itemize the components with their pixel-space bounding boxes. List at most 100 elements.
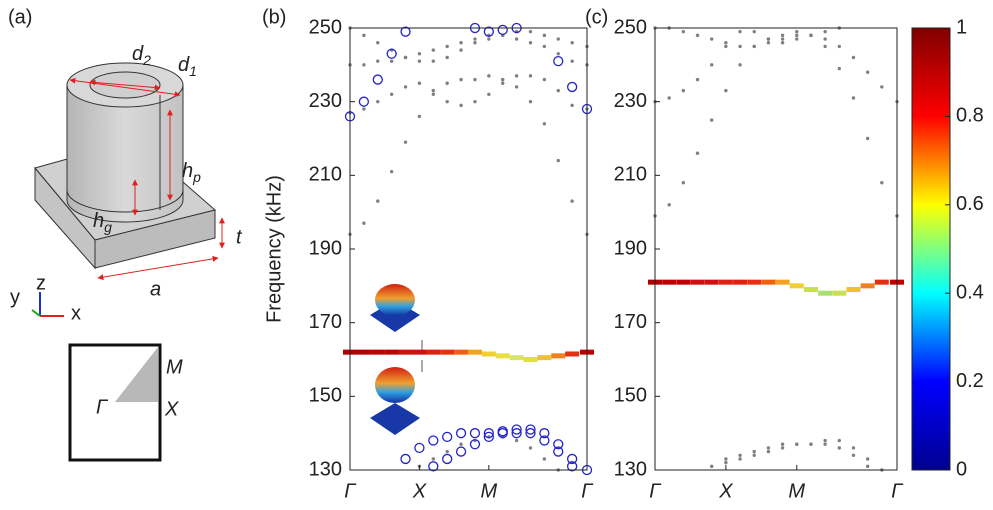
y-tick-label: 170 — [309, 311, 342, 333]
point — [866, 465, 869, 468]
point — [473, 41, 476, 44]
point — [823, 37, 826, 40]
point — [470, 429, 479, 438]
dim-base: h — [93, 210, 104, 232]
point — [510, 355, 524, 360]
point — [443, 454, 452, 463]
point — [852, 454, 855, 457]
panel-label: (a) — [8, 6, 32, 28]
colorbar-tick-label: 0.8 — [956, 105, 984, 127]
panel-label: (c) — [585, 6, 608, 28]
point — [761, 280, 775, 285]
point — [570, 59, 573, 62]
x-tick-label: M — [481, 480, 498, 502]
point — [809, 34, 812, 37]
y-tick-label: 150 — [309, 385, 342, 407]
y-tick-label: 130 — [614, 458, 647, 480]
axis-label: x — [71, 302, 81, 324]
point — [795, 30, 798, 33]
point — [432, 48, 435, 51]
x-tick-label: X — [412, 480, 427, 502]
point — [568, 82, 577, 91]
point — [781, 34, 784, 37]
point — [376, 100, 379, 103]
axis-label: y — [10, 286, 20, 308]
point — [515, 439, 518, 442]
dim-sub: 2 — [142, 52, 151, 68]
point — [838, 67, 841, 70]
point — [753, 450, 756, 453]
point — [515, 37, 518, 40]
panel-label: (b) — [262, 6, 286, 28]
point — [440, 350, 454, 355]
point — [459, 78, 462, 81]
colorbar-tick-label: 0.6 — [956, 193, 984, 215]
point — [426, 350, 440, 355]
point — [753, 454, 756, 457]
point — [875, 280, 889, 285]
point — [838, 439, 841, 442]
point — [357, 350, 371, 355]
plot-frame — [655, 28, 897, 470]
point — [501, 82, 504, 85]
point — [459, 48, 462, 51]
point — [404, 140, 407, 143]
point — [454, 350, 468, 355]
point — [738, 457, 741, 460]
point — [399, 350, 413, 355]
point — [487, 37, 490, 40]
inset-base — [370, 403, 420, 435]
point — [747, 280, 761, 285]
point — [823, 439, 826, 442]
point — [880, 85, 883, 88]
point — [459, 104, 462, 107]
figure: (a) d2 d1 hp hg t a x y z M X Γ — [0, 0, 993, 510]
point — [390, 170, 393, 173]
point — [861, 283, 875, 288]
x-tick-label: Γ — [649, 480, 662, 502]
point — [445, 82, 448, 85]
point — [412, 350, 426, 355]
point — [445, 450, 448, 453]
point — [515, 74, 518, 77]
point — [362, 34, 365, 37]
point — [468, 350, 482, 355]
point — [376, 41, 379, 44]
point — [359, 97, 368, 106]
dim-sub: 1 — [189, 63, 197, 79]
y-tick-label: 170 — [614, 311, 647, 333]
point — [429, 436, 438, 445]
point — [501, 78, 504, 81]
point — [418, 115, 421, 118]
y-tick-label: 250 — [614, 16, 647, 38]
point — [866, 457, 869, 460]
x-tick-label: Γ — [344, 480, 357, 502]
point — [404, 56, 407, 59]
point — [432, 93, 435, 96]
point — [823, 45, 826, 48]
point — [691, 280, 705, 285]
point — [667, 203, 670, 206]
point — [557, 37, 560, 40]
point — [804, 287, 818, 292]
point — [724, 41, 727, 44]
point — [710, 37, 713, 40]
point — [473, 37, 476, 40]
dim-sub: g — [104, 219, 112, 235]
point — [529, 100, 532, 103]
y-tick-label: 130 — [309, 458, 342, 480]
point — [710, 118, 713, 121]
point — [432, 59, 435, 62]
point — [551, 353, 565, 358]
dim-label: d1 — [178, 54, 197, 78]
point — [767, 446, 770, 449]
point — [767, 37, 770, 40]
point — [719, 280, 733, 285]
point — [724, 89, 727, 92]
point — [515, 85, 518, 88]
point — [404, 85, 407, 88]
k-point-label: M — [166, 356, 183, 378]
dim-label: a — [150, 278, 161, 300]
point — [473, 100, 476, 103]
point — [838, 446, 841, 449]
